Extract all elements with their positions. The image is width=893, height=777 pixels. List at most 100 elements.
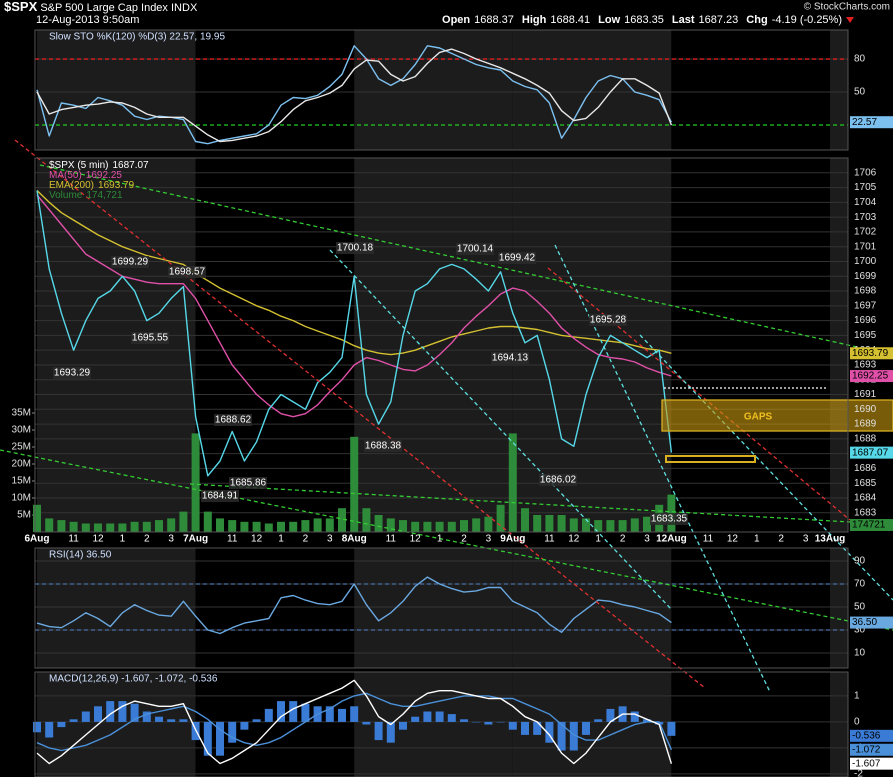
x-tick-label: 12Aug [656,534,687,545]
y-tick-label: 1702 [854,227,877,238]
bar [545,721,554,743]
x-tick-label: 11 [386,534,397,545]
quote-value: -4.19 (-0.25%) [772,14,842,26]
bar [338,508,346,532]
x-tick-label: 12 [410,534,422,545]
y-tick-label: 1686 [854,463,877,474]
annotation-bg [650,513,688,525]
bar [118,523,127,532]
last-value-label: -0.536 [852,730,881,741]
bar [277,701,285,722]
last-value-label: 36.50 [852,617,877,628]
legend-entry: MA(50) 1692.25 [49,170,122,181]
annotation-bg [456,243,494,255]
bar [374,515,383,532]
bar [472,518,481,532]
bar [411,521,420,532]
y-tick-label: 0 [854,717,860,728]
day-band [354,30,513,150]
bar [45,721,54,738]
bar [606,708,615,722]
y-tick-label: 1685 [854,478,877,489]
bar [447,521,456,532]
bar [155,520,163,532]
bar [179,719,188,722]
bar [228,721,237,743]
bar [277,521,285,532]
trend-line [189,483,851,523]
credit: © StockCharts.com [804,2,890,13]
y-tick-label: 1690 [854,404,877,415]
annotation-bg [111,256,149,268]
day-band [37,30,196,150]
bar [130,703,139,722]
bar [301,520,310,532]
x-tick-label: 3 [644,534,650,545]
x-tick-label: 2 [144,534,150,545]
bar [216,518,224,532]
bar [289,521,298,532]
bar [240,521,249,532]
annotation-bg [364,440,402,452]
legend-name: $SPX (5 min) [49,160,108,171]
bar [338,708,346,722]
gap-box [661,399,893,432]
quote-value: 1683.35 [624,14,664,26]
panel-border [34,157,849,533]
legend-entry: EMA(200) 1693.79 [49,180,135,191]
quote-value: 1688.37 [474,14,514,26]
bar [81,523,90,532]
legend-value: 1692.25 [86,170,123,181]
quote: Open 1688.37 High 1688.41 Low 1683.35 Last 1687… [442,14,842,26]
index-name: S&P 500 Large Cap Index [40,2,168,14]
panel-border [34,671,849,777]
last-value-box [850,519,893,531]
bar [289,701,298,722]
y-tick-label: 80 [854,54,866,65]
bar [106,523,115,532]
x-tick-label: 7Aug [183,534,208,545]
legend-value: 1693.79 [98,180,135,191]
bar [423,521,432,532]
y-tick-label: 50 [854,602,866,613]
series-line [36,194,672,418]
y2-tick-label: 15M [12,476,31,487]
bar [508,721,517,730]
day-band [512,158,672,532]
day-band [512,548,672,668]
day-band [671,548,830,668]
y2-tick-label: 10M [12,493,31,504]
legend-name: Volume [49,190,83,201]
y-tick-label: 1 [854,691,860,702]
bar [447,714,456,722]
annotation: 1698.57 [169,267,206,278]
y-tick-label: 10 [854,648,866,659]
y-tick-label: 90 [854,556,866,567]
last-value-label: -1.607 [852,758,881,769]
day-band [830,548,848,668]
day-band [671,30,830,150]
x-tick-label: 2 [461,534,467,545]
bar [350,436,359,532]
y-tick-label: 1698 [854,286,877,297]
series-line [36,679,673,765]
x-tick-label: 1 [595,534,601,545]
bar [606,520,615,532]
last-value-box [850,616,893,629]
bar [94,523,102,532]
bar [350,706,359,722]
grid [32,58,848,775]
trend-lines [0,139,893,693]
day-band [37,548,196,668]
x-tick-label: 1 [754,534,760,545]
bar [545,515,554,532]
bar [435,711,444,722]
trend-line [329,249,673,611]
bar [557,515,566,532]
annotation: 1688.38 [365,441,402,452]
last-value-label: 1687.07 [852,447,889,458]
series-line [36,45,673,145]
bar [435,521,444,532]
bar [94,706,102,722]
